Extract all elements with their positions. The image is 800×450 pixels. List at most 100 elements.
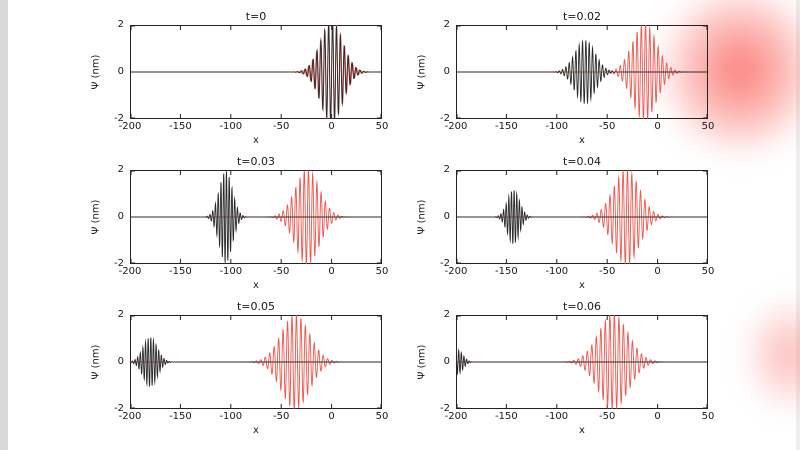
y-tick-label: -2 (440, 113, 450, 124)
x-tick-label: -200 (118, 411, 142, 422)
y-tick-label: 0 (117, 66, 124, 77)
y-tick-label: 2 (443, 309, 450, 320)
x-tick-label: -100 (219, 411, 243, 422)
y-tick-label: 2 (117, 19, 124, 30)
x-tick-labels: -200 -150 -100 -50 0 50 (445, 411, 715, 423)
y-tick-label: 0 (443, 211, 450, 222)
y-axis-label: Ψ (nm) (416, 344, 428, 380)
x-tick-labels: -200 -150 -100 -50 0 50 (445, 121, 715, 133)
subplot-title: t=0.03 (236, 155, 276, 168)
x-tick-label: -50 (599, 121, 616, 132)
subplot-title: t=0.04 (562, 155, 602, 168)
y-tick-label: 2 (443, 19, 450, 30)
plots-grid: t=0 Ψ (nm) -2 0 2 -200 -150 -100 -50 0 50 x t=0… (86, 10, 715, 436)
x-tick-label: 0 (328, 121, 335, 132)
x-tick-label: 50 (701, 121, 715, 132)
y-tick-label: 2 (443, 164, 450, 175)
y-tick-label: 2 (117, 164, 124, 175)
x-tick-label: 50 (701, 411, 715, 422)
x-tick-label: 0 (654, 121, 661, 132)
x-axis-label: x (579, 425, 585, 436)
y-axis-label: Ψ (nm) (416, 199, 428, 235)
red-blur-bottom-right (720, 270, 800, 440)
left-border-bar (0, 0, 8, 450)
subplot: t=0.06 Ψ (nm) -2 0 2 -200 -150 -100 -50 0 50 x (412, 300, 715, 436)
plot-canvas (456, 25, 708, 119)
x-tick-label: 0 (328, 266, 335, 277)
x-tick-label: -150 (169, 121, 192, 132)
plot-area: Ψ (nm) -2 0 2 -200 -150 -100 -50 0 50 x (417, 19, 715, 146)
x-tick-label: -150 (169, 411, 192, 422)
x-tick-label: 50 (375, 121, 389, 132)
x-axis-label: x (253, 280, 259, 291)
x-tick-label: -50 (273, 121, 290, 132)
x-tick-label: -50 (273, 411, 290, 422)
y-axis-label: Ψ (nm) (90, 54, 102, 90)
subplot: t=0.05 Ψ (nm) -2 0 2 -200 -150 -100 -50 0 50 x (86, 300, 389, 436)
y-tick-label: -2 (114, 258, 124, 269)
plot-canvas (130, 170, 382, 264)
right-border-bar (796, 0, 800, 450)
y-tick-label: 0 (443, 66, 450, 77)
plot-canvas (456, 315, 708, 409)
x-axis-label: x (253, 135, 259, 146)
y-axis-label: Ψ (nm) (416, 54, 428, 90)
x-tick-labels: -200 -150 -100 -50 0 50 (119, 411, 389, 423)
x-axis-label: x (253, 425, 259, 436)
plot-area: Ψ (nm) -2 0 2 -200 -150 -100 -50 0 50 x (417, 309, 715, 436)
x-tick-label: 50 (375, 266, 389, 277)
subplot-title: t=0.06 (562, 300, 602, 313)
y-tick-label: -2 (440, 258, 450, 269)
x-tick-label: -200 (444, 266, 468, 277)
x-tick-label: -100 (545, 411, 569, 422)
x-tick-labels: -200 -150 -100 -50 0 50 (119, 121, 389, 133)
x-tick-label: -200 (118, 121, 142, 132)
y-tick-label: -2 (440, 403, 450, 414)
x-tick-label: 0 (328, 411, 335, 422)
subplot-title: t=0.02 (562, 10, 602, 23)
x-axis-label: x (579, 280, 585, 291)
y-tick-label: 0 (443, 356, 450, 367)
x-tick-label: 0 (654, 411, 661, 422)
y-tick-label: -2 (114, 113, 124, 124)
plot-area: Ψ (nm) -2 0 2 -200 -150 -100 -50 0 50 x (91, 309, 389, 436)
x-tick-label: -100 (219, 266, 243, 277)
x-tick-label: -50 (273, 266, 290, 277)
plot-area: Ψ (nm) -2 0 2 -200 -150 -100 -50 0 50 x (417, 164, 715, 291)
x-tick-label: 50 (701, 266, 715, 277)
x-tick-label: -200 (444, 121, 468, 132)
x-tick-label: -200 (444, 411, 468, 422)
plot-canvas (130, 315, 382, 409)
x-tick-label: -50 (599, 411, 616, 422)
subplot: t=0.02 Ψ (nm) -2 0 2 -200 -150 -100 -50 0 50 x (412, 10, 715, 146)
x-tick-label: -100 (545, 121, 569, 132)
x-tick-label: -100 (545, 266, 569, 277)
y-tick-label: -2 (114, 403, 124, 414)
y-tick-label: 2 (117, 309, 124, 320)
x-tick-labels: -200 -150 -100 -50 0 50 (445, 266, 715, 278)
y-tick-label: 0 (117, 356, 124, 367)
subplot-title: t=0.05 (236, 300, 276, 313)
subplot-title: t=0 (245, 10, 267, 23)
x-tick-label: -150 (495, 121, 518, 132)
y-axis-label: Ψ (nm) (90, 199, 102, 235)
x-tick-label: 0 (654, 266, 661, 277)
y-axis-label: Ψ (nm) (90, 344, 102, 380)
x-tick-label: -150 (169, 266, 192, 277)
x-tick-label: -150 (495, 266, 518, 277)
subplot: t=0 Ψ (nm) -2 0 2 -200 -150 -100 -50 0 50 x (86, 10, 389, 146)
subplot: t=0.04 Ψ (nm) -2 0 2 -200 -150 -100 -50 0 50 x (412, 155, 715, 291)
plot-area: Ψ (nm) -2 0 2 -200 -150 -100 -50 0 50 x (91, 19, 389, 146)
plot-area: Ψ (nm) -2 0 2 -200 -150 -100 -50 0 50 x (91, 164, 389, 291)
plot-canvas (456, 170, 708, 264)
x-tick-label: 50 (375, 411, 389, 422)
x-tick-label: -150 (495, 411, 518, 422)
subplot: t=0.03 Ψ (nm) -2 0 2 -200 -150 -100 -50 0 50 x (86, 155, 389, 291)
x-tick-label: -100 (219, 121, 243, 132)
x-tick-label: -50 (599, 266, 616, 277)
x-tick-labels: -200 -150 -100 -50 0 50 (119, 266, 389, 278)
y-tick-label: 0 (117, 211, 124, 222)
plot-canvas (130, 25, 382, 119)
x-tick-label: -200 (118, 266, 142, 277)
